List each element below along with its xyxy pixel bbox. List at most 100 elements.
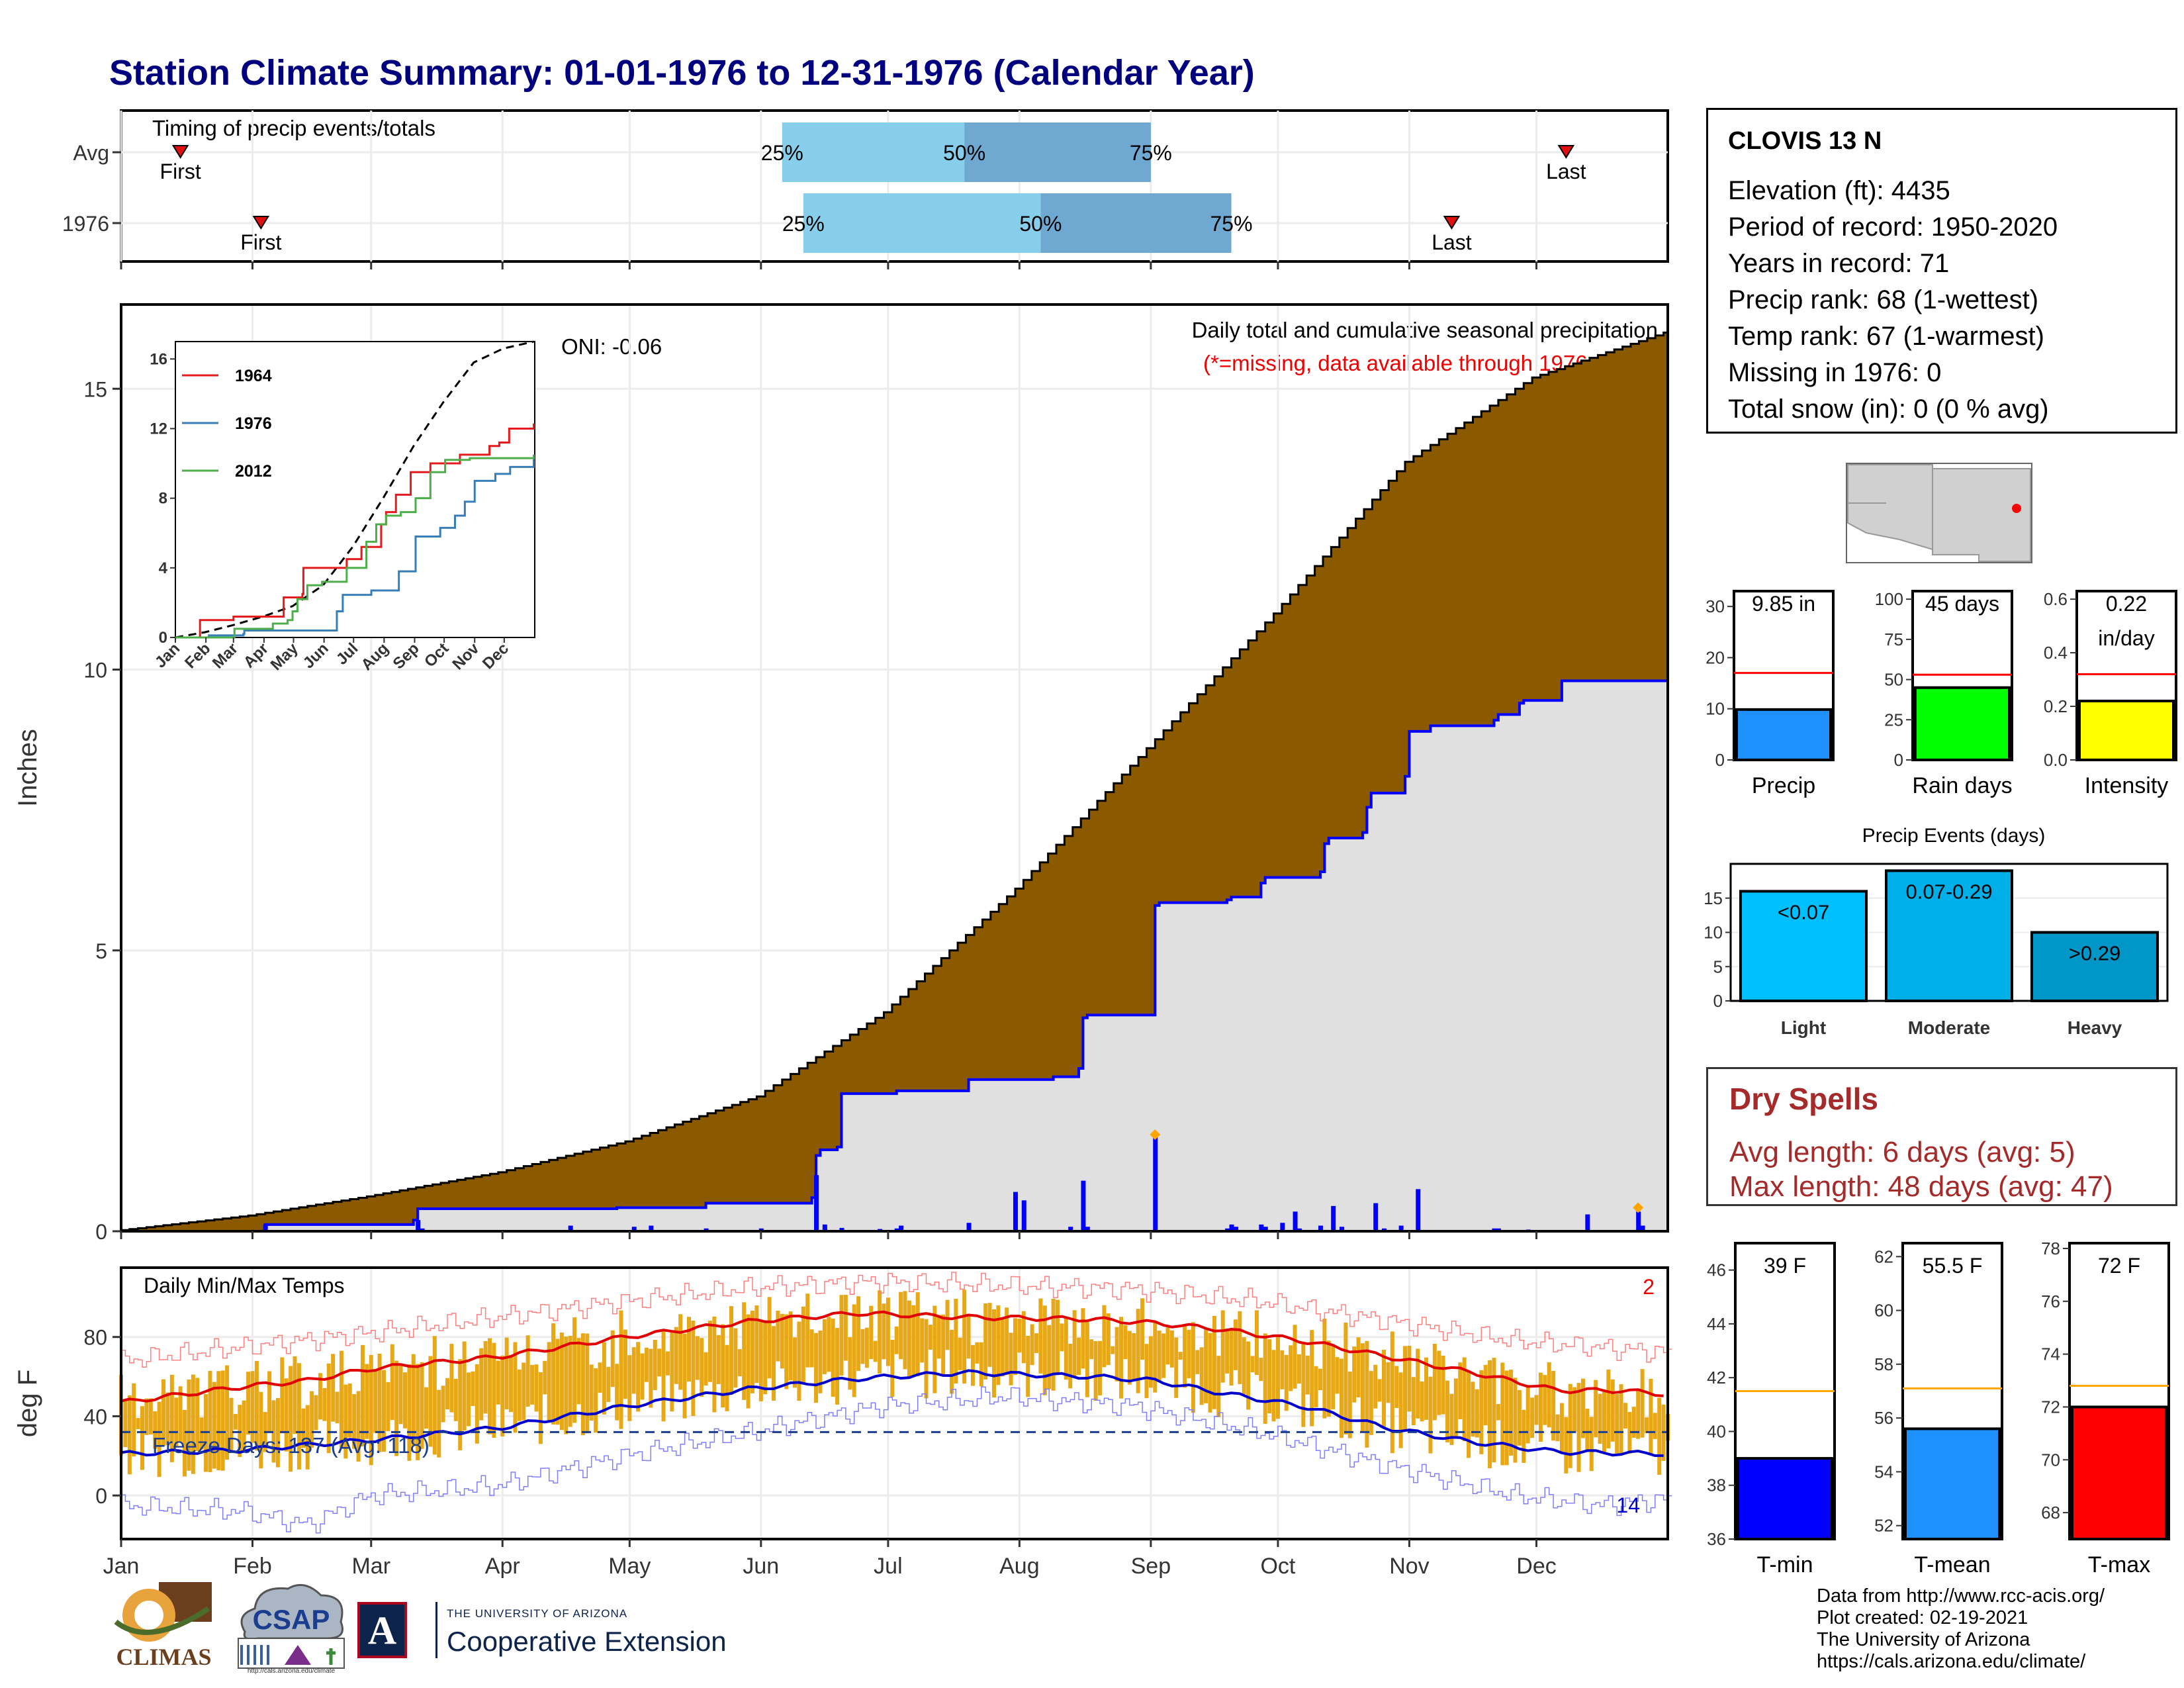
daily-temp-bar [835, 1328, 840, 1405]
daily-temp-bar [670, 1331, 674, 1412]
events-title: Precip Events (days) [1862, 825, 2046, 847]
daily-temp-bar [538, 1372, 543, 1444]
daily-temp-bar [1183, 1324, 1187, 1388]
daily-temp-bar [445, 1378, 450, 1409]
timing-label: Timing of precip events/totals [152, 116, 435, 140]
daily-temp-bar [907, 1300, 911, 1378]
dry-spells-max: Max length: 48 days (avg: 47) [1729, 1170, 2113, 1203]
cumulative-1976-area [121, 678, 1668, 1231]
daily-temp-bar [1017, 1319, 1022, 1353]
daily-temp-bar [424, 1387, 428, 1429]
daily-temp-bar [1373, 1364, 1378, 1409]
temp-ytick-label: 0 [95, 1484, 107, 1508]
daily-temp-bar [1564, 1417, 1569, 1474]
daily-temp-bar [1453, 1378, 1458, 1439]
daily-temp-bar [649, 1348, 653, 1408]
stat-ytick-label: 68 [2041, 1503, 2060, 1523]
daily-temp-bar [1585, 1409, 1590, 1452]
stat-ytick-label: 0.2 [2044, 696, 2068, 716]
inset-ytick-label: 8 [159, 490, 167, 508]
daily-temp-bar [1530, 1397, 1535, 1438]
daily-temp-bar [467, 1372, 471, 1427]
daily-precip-bar [1398, 1225, 1404, 1231]
stat-ytick-label: 58 [1874, 1354, 1893, 1374]
stat-ytick-label: 62 [1874, 1246, 1893, 1266]
daily-temp-bar [216, 1371, 221, 1471]
daily-temp-bar [1056, 1299, 1060, 1375]
timing-first-marker [171, 145, 189, 159]
daily-temp-bar [195, 1378, 200, 1452]
daily-temp-bar [1352, 1346, 1357, 1403]
month-label: Apr [485, 1554, 520, 1579]
daily-temp-bar [585, 1333, 590, 1434]
timing-bar-50-75 [964, 122, 1151, 182]
max-precip-marker [1633, 1202, 1644, 1213]
daily-temp-bar [987, 1303, 992, 1367]
daily-temp-bar [488, 1338, 492, 1434]
daily-precip-bar [1297, 1228, 1302, 1231]
daily-temp-bar [1021, 1311, 1026, 1364]
csap-logo[interactable]: CSAP http://cals.arizona.edu/climate [232, 1579, 351, 1678]
daily-temp-bar [1386, 1362, 1390, 1403]
daily-temp-bar [398, 1364, 403, 1425]
daily-temp-bar [1246, 1341, 1251, 1410]
inset-ytick-label: 4 [159, 559, 168, 577]
stat-ytick-label: 75 [1884, 630, 1903, 649]
stat-ytick-label: 46 [1707, 1260, 1726, 1280]
inset-legend-label: 1964 [235, 367, 272, 385]
stat-ytick-label: 0 [1894, 750, 1903, 770]
daily-temp-bar [496, 1360, 500, 1405]
daily-temp-bar [1615, 1394, 1619, 1454]
daily-temp-bar [737, 1349, 742, 1377]
daily-temp-bar [229, 1397, 234, 1452]
daily-temp-bar [882, 1303, 886, 1360]
daily-temp-bar [928, 1325, 933, 1350]
daily-temp-bar [1322, 1319, 1327, 1419]
inset-ytick-label: 0 [159, 629, 167, 647]
timing-p25-label: 25% [761, 141, 803, 165]
daily-temp-bar [742, 1302, 747, 1400]
daily-temp-bar [1144, 1344, 1149, 1399]
stat-value-label-T-mean: 55.5 F [1923, 1254, 1983, 1278]
daily-precip-bar [1640, 1225, 1645, 1231]
daily-temp-bar [525, 1335, 530, 1407]
daily-temp-bar [1479, 1370, 1484, 1454]
daily-temp-bar [1580, 1378, 1585, 1438]
avg-min-line [120, 1369, 1664, 1457]
daily-precip-bar [1293, 1211, 1298, 1231]
stat-ytick-label: 40 [1707, 1421, 1726, 1441]
daily-precip-bar [416, 1220, 421, 1231]
daily-temp-bar [979, 1342, 983, 1387]
daily-temp-bar [1525, 1387, 1530, 1444]
daily-temp-bar [1005, 1307, 1009, 1375]
station-info-box: CLOVIS 13 N Elevation (ft): 4435 Period … [1706, 108, 2177, 434]
events-category-label: Moderate [1908, 1017, 1990, 1038]
daily-temp-bar [246, 1372, 251, 1435]
page-title: Station Climate Summary: 01-01-1976 to 1… [109, 53, 1255, 93]
month-label: Oct [1260, 1554, 1295, 1579]
events-ytick-label: 0 [1713, 991, 1723, 1011]
station-marker [2012, 504, 2021, 513]
daily-temp-bar [911, 1305, 916, 1376]
stat-name-Intensity: Intensity [2085, 773, 2169, 798]
inset-legend-label: 2012 [235, 462, 272, 481]
daily-temp-bar [1538, 1372, 1543, 1442]
daily-temp-bar [1504, 1370, 1509, 1466]
inset-series-line-1964 [175, 423, 535, 639]
daily-precip-bar [894, 1228, 899, 1231]
daily-temp-bar [1534, 1395, 1539, 1425]
events-category-label: Light [1781, 1017, 1826, 1038]
daily-temp-bar [522, 1362, 526, 1421]
ua-extension-logo[interactable]: A THE UNIVERSITY OF ARIZONA Cooperative … [357, 1602, 741, 1662]
daily-temp-bar [594, 1368, 598, 1433]
freeze-days-label: Freeze Days: 137 (Avg: 118) [152, 1433, 430, 1458]
daily-temp-bar [933, 1305, 937, 1393]
daily-temp-bar [360, 1344, 365, 1447]
daily-temp-bar [1449, 1393, 1454, 1445]
daily-temp-bar [1153, 1321, 1158, 1393]
daily-temp-bar [386, 1382, 390, 1431]
daily-temp-bar [318, 1373, 322, 1420]
daily-temp-bar [772, 1326, 776, 1401]
stat-ytick-label: 74 [2041, 1344, 2060, 1364]
climas-logo[interactable]: CLIMAS [109, 1582, 218, 1675]
